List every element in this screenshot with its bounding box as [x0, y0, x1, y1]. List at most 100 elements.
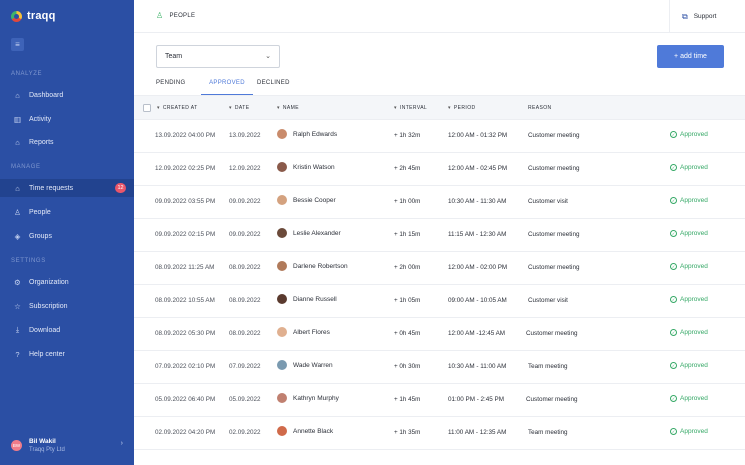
- avatar: [277, 162, 287, 172]
- gear-icon: ⚙: [14, 277, 21, 287]
- created-at-cell: 08.09.2022 11:25 AM: [155, 264, 215, 271]
- tab-approved[interactable]: APPROVED: [201, 77, 253, 95]
- interval-cell: + 1h 05m: [394, 297, 421, 304]
- support-button[interactable]: ⧉ Support: [669, 0, 745, 33]
- sidebar: traqq ≡ ANALYZE ⌂ Dashboard ▥ Activity ⌂…: [0, 0, 134, 465]
- reports-icon: ⌂: [15, 137, 20, 147]
- person-cell[interactable]: Annette Black: [277, 426, 333, 436]
- status-badge: ✓ Approved: [670, 131, 708, 138]
- sidebar-item-activity[interactable]: ▥ Activity: [0, 110, 134, 128]
- chevron-down-icon: ⌄: [265, 53, 271, 60]
- tab-pending[interactable]: PENDING: [156, 80, 186, 86]
- column-date[interactable]: ▾ DATE: [229, 105, 250, 111]
- sidebar-item-time-requests[interactable]: ⌂ Time requests 12: [0, 179, 134, 197]
- column-period[interactable]: ▾ PERIOD: [448, 105, 476, 111]
- period-cell: 11:00 AM - 12:35 AM: [448, 429, 507, 436]
- check-circle-icon: ✓: [670, 362, 677, 369]
- sidebar-item-download[interactable]: ⤓ Download: [0, 321, 134, 339]
- person-name: Darlene Robertson: [293, 262, 348, 270]
- period-cell: 10:30 AM - 11:30 AM: [448, 198, 507, 205]
- table-row[interactable]: 07.09.2022 02:10 PM 07.09.2022 Wade Warren…: [134, 351, 745, 384]
- column-label: PERIOD: [453, 105, 476, 111]
- sidebar-item-label: Activity: [29, 115, 52, 123]
- sidebar-item-people[interactable]: ♙ People: [0, 203, 134, 221]
- interval-cell: + 2h 00m: [394, 264, 421, 271]
- table-body: 13.09.2022 04:00 PM 13.09.2022 Ralph Edwar…: [134, 120, 745, 450]
- column-reason: REASON: [528, 105, 552, 111]
- select-all-checkbox[interactable]: [143, 104, 151, 112]
- interval-cell: + 0h 45m: [394, 330, 421, 337]
- person-cell[interactable]: Wade Warren: [277, 360, 333, 370]
- sidebar-item-reports[interactable]: ⌂ Reports: [0, 133, 134, 151]
- column-name[interactable]: ▾ NAME: [277, 105, 299, 111]
- period-cell: 01:00 PM - 2:45 PM: [448, 396, 504, 403]
- table-row[interactable]: 13.09.2022 04:00 PM 13.09.2022 Ralph Edwar…: [134, 120, 745, 153]
- created-at-cell: 07.09.2022 02:10 PM: [155, 363, 216, 370]
- period-cell: 11:15 AM - 12:30 AM: [448, 231, 507, 238]
- person-name: Bessie Cooper: [293, 196, 336, 204]
- table-row[interactable]: 09.09.2022 02:15 PM 09.09.2022 Leslie Alex…: [134, 219, 745, 252]
- created-at-cell: 12.09.2022 02:25 PM: [155, 165, 216, 172]
- column-interval[interactable]: ▾ INTERVAL: [394, 105, 427, 111]
- table-row[interactable]: 02.09.2022 04:20 PM 02.09.2022 Annette Bla…: [134, 417, 745, 450]
- person-cell[interactable]: Bessie Cooper: [277, 195, 336, 205]
- team-select[interactable]: Team ⌄: [156, 45, 280, 68]
- menu-toggle-button[interactable]: ≡: [11, 38, 24, 51]
- tab-declined[interactable]: DECLINED: [257, 80, 290, 86]
- sidebar-item-help-center[interactable]: ? Help center: [0, 345, 134, 363]
- home-icon: ⌂: [15, 183, 20, 193]
- table-row[interactable]: 12.09.2022 02:25 PM 12.09.2022 Kristin Wat…: [134, 153, 745, 186]
- reason-cell: Customer meeting: [528, 231, 580, 238]
- status-badge: ✓ Approved: [670, 230, 708, 237]
- interval-cell: + 1h 45m: [394, 396, 421, 403]
- table-row[interactable]: 08.09.2022 05:30 PM 08.09.2022 Albert Flor…: [134, 318, 745, 351]
- sidebar-item-label: Groups: [29, 232, 52, 240]
- status-label: Approved: [680, 362, 708, 369]
- interval-cell: + 1h 00m: [394, 198, 421, 205]
- help-icon: ?: [15, 349, 20, 359]
- sidebar-item-organization[interactable]: ⚙ Organization: [0, 273, 134, 291]
- sort-down-icon: ▾: [229, 105, 232, 111]
- sidebar-item-dashboard[interactable]: ⌂ Dashboard: [0, 86, 134, 104]
- logo-icon: [11, 10, 22, 22]
- person-cell[interactable]: Dianne Russell: [277, 294, 337, 304]
- sort-down-icon: ▾: [448, 105, 451, 111]
- user-menu[interactable]: BW Bil Wakil Traqq Pty Ltd ›: [11, 434, 127, 456]
- app-logo[interactable]: traqq: [11, 10, 56, 22]
- date-cell: 05.09.2022: [229, 396, 261, 403]
- avatar: [277, 294, 287, 304]
- period-cell: 09:00 AM - 10:05 AM: [448, 297, 507, 304]
- sort-down-icon: ▾: [277, 105, 280, 111]
- table-row[interactable]: 08.09.2022 10:55 AM 08.09.2022 Dianne Russ…: [134, 285, 745, 318]
- star-icon: ☆: [14, 301, 21, 311]
- people-icon: ♙: [14, 207, 21, 217]
- person-cell[interactable]: Leslie Alexander: [277, 228, 341, 238]
- table-row[interactable]: 09.09.2022 03:55 PM 09.09.2022 Bessie Coop…: [134, 186, 745, 219]
- sidebar-item-label: Organization: [29, 278, 69, 286]
- avatar: [277, 261, 287, 271]
- status-label: Approved: [680, 230, 708, 237]
- avatar: [277, 195, 287, 205]
- column-created-at[interactable]: ▾ CREATED AT: [157, 105, 198, 111]
- add-time-button[interactable]: + add time: [657, 45, 724, 68]
- person-cell[interactable]: Albert Flores: [277, 327, 330, 337]
- status-badge: ✓ Approved: [670, 164, 708, 171]
- tabs: PENDING APPROVED DECLINED: [156, 77, 298, 95]
- sidebar-item-subscription[interactable]: ☆ Subscription: [0, 297, 134, 315]
- table-row[interactable]: 05.09.2022 06:40 PM 05.09.2022 Kathryn Mur…: [134, 384, 745, 417]
- person-name: Ralph Edwards: [293, 130, 338, 138]
- groups-icon: ◈: [14, 231, 21, 241]
- interval-cell: + 1h 35m: [394, 429, 421, 436]
- period-cell: 10:30 AM - 11:00 AM: [448, 363, 507, 370]
- created-at-cell: 09.09.2022 03:55 PM: [155, 198, 216, 205]
- sidebar-item-label: Subscription: [29, 302, 68, 310]
- reason-cell: Customer meeting: [526, 330, 578, 337]
- table-header: ▾ CREATED AT ▾ DATE ▾ NAME ▾ INTERVAL ▾ PERIO…: [134, 95, 745, 120]
- person-cell[interactable]: Kristin Watson: [277, 162, 335, 172]
- status-badge: ✓ Approved: [670, 263, 708, 270]
- person-cell[interactable]: Ralph Edwards: [277, 129, 337, 139]
- person-cell[interactable]: Kathryn Murphy: [277, 393, 339, 403]
- person-cell[interactable]: Darlene Robertson: [277, 261, 348, 271]
- table-row[interactable]: 08.09.2022 11:25 AM 08.09.2022 Darlene Rob…: [134, 252, 745, 285]
- sidebar-item-groups[interactable]: ◈ Groups: [0, 227, 134, 245]
